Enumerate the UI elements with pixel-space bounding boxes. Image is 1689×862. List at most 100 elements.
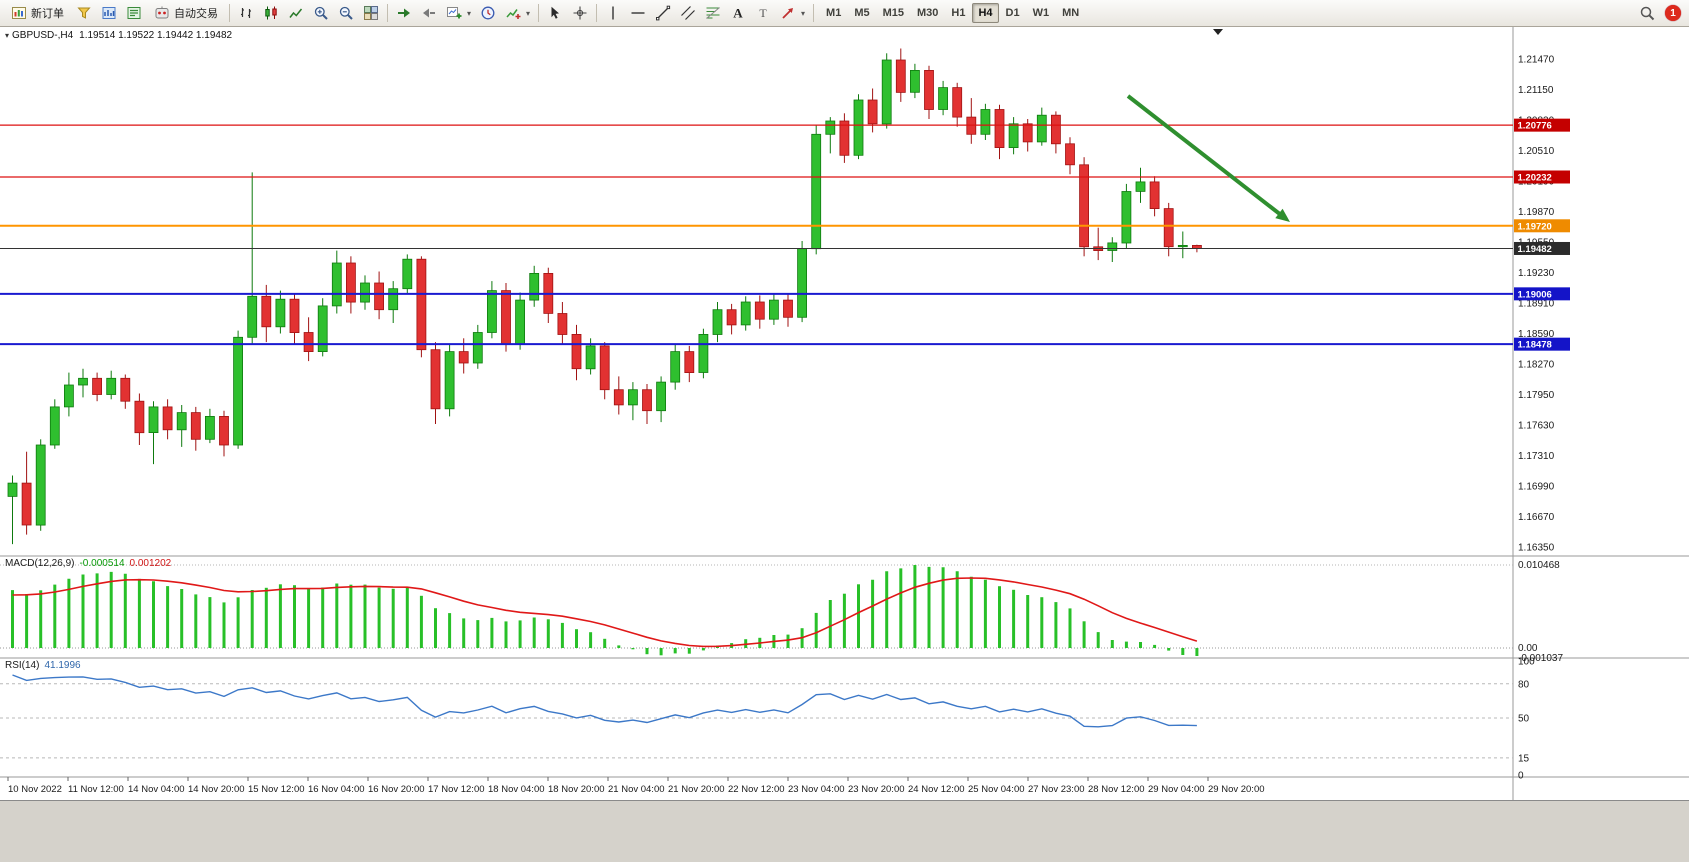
vertical-line-icon [605,5,621,21]
text-label-button[interactable]: T [751,2,775,24]
svg-text:17 Nov 12:00: 17 Nov 12:00 [428,784,485,795]
svg-text:1.19006: 1.19006 [1518,289,1552,300]
chart-shift-button[interactable] [417,2,441,24]
svg-text:0.010468: 0.010468 [1518,560,1560,571]
timeframe-h4[interactable]: H4 [972,3,998,23]
candle [628,390,637,405]
candle [332,263,341,306]
chart-collapse-icon[interactable]: ▾ [5,31,9,40]
candle [614,390,623,405]
ohlc-bars-icon [238,5,254,21]
auto-trading-button[interactable]: 自动交易 [147,2,225,24]
horizontal-line-button[interactable] [626,2,650,24]
tile-windows-button[interactable] [359,2,383,24]
candle [1051,115,1060,144]
candle [1164,209,1173,247]
zoom-out-icon [338,5,354,21]
candle [417,259,426,350]
candle [262,296,271,327]
period-button[interactable] [476,2,500,24]
cursor-button[interactable] [543,2,567,24]
zoom-in-button[interactable] [309,2,333,24]
candle [671,352,680,383]
chart-shift-marker [1213,29,1223,35]
timeframe-m5[interactable]: M5 [848,3,875,23]
arrow-shapes-icon [780,5,796,21]
candle [64,385,73,407]
candle [431,350,440,409]
candle [981,110,990,135]
candle [121,378,130,401]
crosshair-button[interactable] [568,2,592,24]
chevron-down-icon: ▾ [526,9,530,18]
svg-text:18 Nov 20:00: 18 Nov 20:00 [548,784,605,795]
svg-text:29 Nov 20:00: 29 Nov 20:00 [1208,784,1265,795]
candlestick-icon [263,5,279,21]
svg-text:1.19870: 1.19870 [1518,207,1555,218]
rsi-name: RSI(14) [5,660,39,671]
candle [1178,245,1187,246]
svg-text:1.16350: 1.16350 [1518,542,1555,553]
line-chart-button[interactable] [284,2,308,24]
timeframe-m15[interactable]: M15 [877,3,910,23]
svg-text:15 Nov 12:00: 15 Nov 12:00 [248,784,305,795]
bar-chart-button[interactable] [234,2,258,24]
text-button[interactable]: A [726,2,750,24]
svg-text:1.21470: 1.21470 [1518,55,1555,66]
indicators-button[interactable]: ▾ [501,2,534,24]
toolbar-right: 1 [1635,2,1685,24]
candle [220,416,229,445]
timeframe-mn[interactable]: MN [1056,3,1085,23]
channel-icon [680,5,696,21]
candle [445,352,454,409]
rsi-line [13,675,1197,727]
svg-text:1.18270: 1.18270 [1518,359,1555,370]
trendline-button[interactable] [651,2,675,24]
candlestick-button[interactable] [259,2,283,24]
svg-text:16 Nov 20:00: 16 Nov 20:00 [368,784,425,795]
arrow-shapes-button[interactable]: ▾ [776,2,809,24]
data-window-button[interactable] [122,2,146,24]
svg-text:1.17630: 1.17630 [1518,420,1555,431]
new-order-icon [11,5,27,21]
zoom-out-button[interactable] [334,2,358,24]
candle [93,378,102,394]
timeframe-d1[interactable]: D1 [1000,3,1026,23]
charts-button[interactable] [72,2,96,24]
timeframe-m1[interactable]: M1 [820,3,847,23]
timeframe-w1[interactable]: W1 [1027,3,1056,23]
vertical-line-button[interactable] [601,2,625,24]
data-window-icon [126,5,142,21]
svg-text:T: T [759,6,767,20]
chart-canvas[interactable]: 1.214701.211501.208301.205101.201901.198… [0,27,1689,800]
fibonacci-button[interactable] [701,2,725,24]
toolbar-separator [538,4,539,22]
candle [375,283,384,310]
notification-badge[interactable]: 1 [1665,5,1681,21]
new-chart-icon [446,5,462,21]
market-watch-icon [101,5,117,21]
svg-text:A: A [733,6,743,21]
candle [995,110,1004,148]
svg-text:25 Nov 04:00: 25 Nov 04:00 [968,784,1025,795]
svg-text:1.16990: 1.16990 [1518,481,1555,492]
candle [361,283,370,302]
search-button[interactable] [1635,2,1659,24]
symbol-label: GBPUSD-,H4 [12,30,73,41]
new-order-button[interactable]: 新订单 [4,2,71,24]
rsi-panel: 1008050150 [0,657,1535,782]
candle [643,390,652,411]
svg-text:1.19230: 1.19230 [1518,268,1555,279]
candle [530,273,539,300]
svg-text:1.20232: 1.20232 [1518,172,1552,183]
market-watch-button[interactable] [97,2,121,24]
svg-text:50: 50 [1518,714,1530,725]
new-chart-button[interactable]: ▾ [442,2,475,24]
time-axis[interactable]: 10 Nov 202211 Nov 12:0014 Nov 04:0014 No… [8,777,1265,795]
timeframe-m30[interactable]: M30 [911,3,944,23]
auto-scroll-button[interactable] [392,2,416,24]
timeframe-h1[interactable]: H1 [945,3,971,23]
candle [1037,115,1046,142]
channel-button[interactable] [676,2,700,24]
candle [403,259,412,289]
